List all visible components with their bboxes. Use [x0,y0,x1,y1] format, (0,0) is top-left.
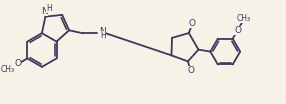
Text: O: O [234,26,241,35]
Text: O: O [189,19,196,28]
Text: H: H [46,4,52,13]
Text: CH₃: CH₃ [237,14,251,24]
Text: N: N [100,27,106,36]
Text: H: H [100,31,106,40]
Text: O: O [187,66,194,75]
Text: O: O [14,59,21,68]
Text: CH₃: CH₃ [1,65,15,74]
Text: N: N [41,7,48,16]
